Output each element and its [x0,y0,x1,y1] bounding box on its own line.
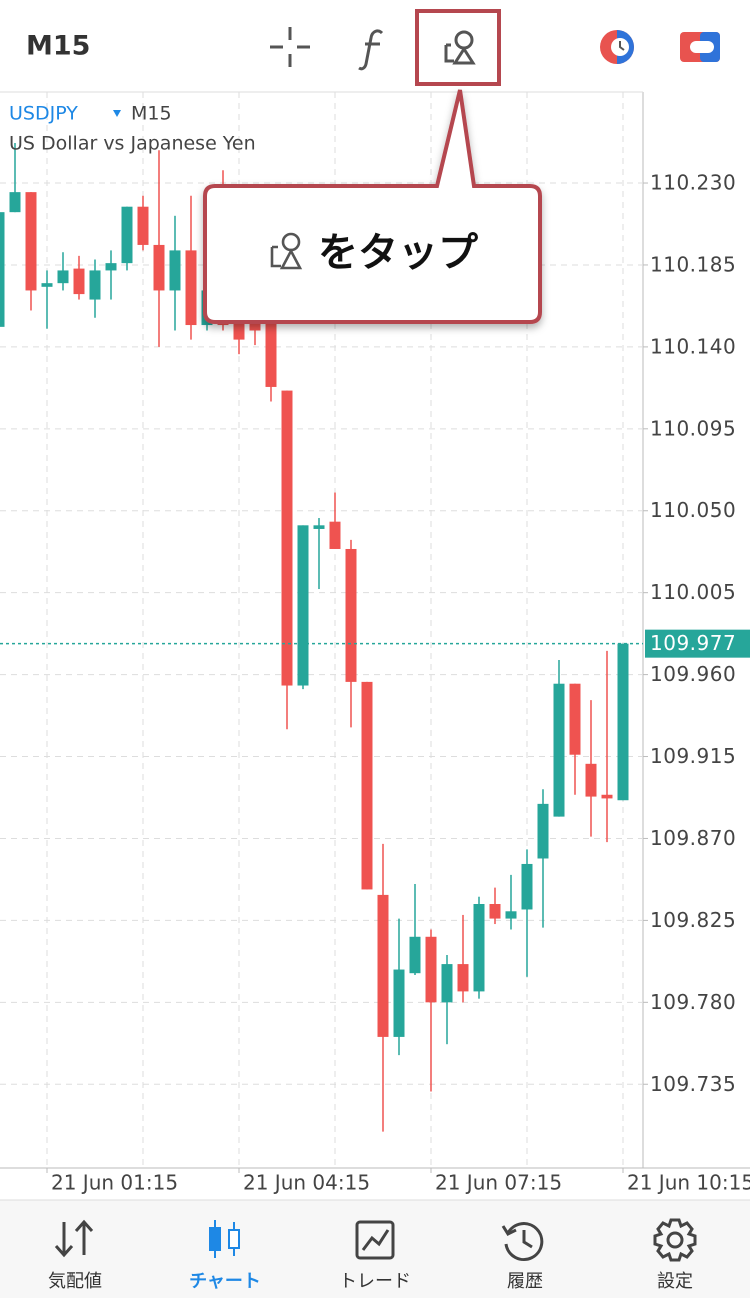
quotes-icon[interactable] [54,1219,94,1258]
y-tick-label: 109.960 [650,662,736,686]
candles [0,142,643,1132]
tab-label[interactable]: 履歴 [507,1271,543,1292]
candle-body [521,863,533,910]
tab-bar-background [0,1200,750,1298]
candle-body [89,270,101,300]
axes: 110.230 110.185 110.140 110.095 110.050 110.0… [46,171,750,1195]
callout-icon [270,232,303,270]
candle-body [553,683,565,817]
candle-body [185,250,197,326]
trade-icon[interactable] [355,1220,395,1260]
candle-body [313,525,325,529]
y-tick-label: 110.230 [650,171,736,195]
candle-body [537,803,549,859]
candle-body [41,283,53,287]
candle-body [489,904,501,919]
x-tick-label: 21 Jun 01:15 [51,1171,178,1195]
one-click-icon[interactable] [600,30,634,64]
objects-icon[interactable] [444,30,476,65]
candle-body [169,250,181,291]
symbol-timeframe: M15 [131,103,172,125]
symbol-description: US Dollar vs Japanese Yen [9,133,256,155]
candle-body [441,964,453,1003]
candle-body [617,643,629,801]
candle-body [233,319,245,340]
candle-body [265,319,277,387]
y-tick-label: 110.140 [650,334,736,358]
candle-body [601,794,613,799]
tab-label[interactable]: チャート [189,1271,261,1292]
highlight-box [415,9,501,86]
candle-body [0,212,5,327]
dropdown-arrow[interactable] [113,110,121,117]
candle-body [473,904,485,992]
candle-body [329,521,341,549]
candle-body [425,936,437,1003]
candle-body [345,548,357,682]
crosshair-icon[interactable] [270,27,310,67]
candle-body [393,969,405,1037]
y-tick-label: 109.825 [650,908,736,932]
callout-bubble [203,89,542,324]
x-tick-label: 21 Jun 07:15 [435,1171,562,1195]
tab-label[interactable]: トレード [339,1271,411,1292]
y-tick-label: 109.735 [650,1072,736,1096]
y-tick-label: 109.870 [650,826,736,850]
y-tick-label: 110.005 [650,580,736,604]
last-price-badge [645,629,750,658]
candle-body [57,270,69,284]
candle-body [121,206,133,264]
candle-body [569,683,581,755]
history-icon[interactable] [501,1222,544,1262]
y-tick-label: 110.095 [650,416,736,440]
candle-body [105,263,117,271]
account-icon[interactable] [680,32,720,62]
candle-body [137,206,149,245]
candle-body [73,268,85,295]
callout-text: をタップ [318,230,478,276]
candle-body [297,525,309,686]
symbol-name[interactable]: USDJPY [9,103,78,125]
last-price-label: 109.977 [650,631,736,655]
chart-icon[interactable] [209,1220,240,1258]
toolbar: M15 [26,9,720,86]
callout [203,89,542,324]
timeframe-button[interactable]: M15 [26,31,90,62]
x-tick-label: 21 Jun 04:15 [243,1171,370,1195]
tab-label[interactable]: 設定 [657,1271,693,1292]
candle-body [409,936,421,974]
tab-bar: 気配値 チャート トレード 履歴 設定 [0,1199,750,1298]
x-tick-label: 21 Jun 10:15 [627,1171,750,1195]
y-tick-label: 109.780 [650,990,736,1014]
y-tick-label: 110.050 [650,498,736,522]
candle-body [25,192,37,291]
settings-icon[interactable] [653,1218,697,1262]
tab-label[interactable]: 気配値 [48,1271,102,1292]
y-tick-label: 110.185 [650,252,736,276]
candle-body [505,911,517,919]
indicator-icon[interactable] [358,29,384,71]
candle-body [9,192,21,213]
candle-body [361,681,373,890]
y-tick-label: 109.915 [650,744,736,768]
candle-body [377,894,389,1037]
candle-body [281,390,293,686]
candle-body [585,763,597,797]
candle-body [457,964,469,992]
candle-body [153,244,165,291]
